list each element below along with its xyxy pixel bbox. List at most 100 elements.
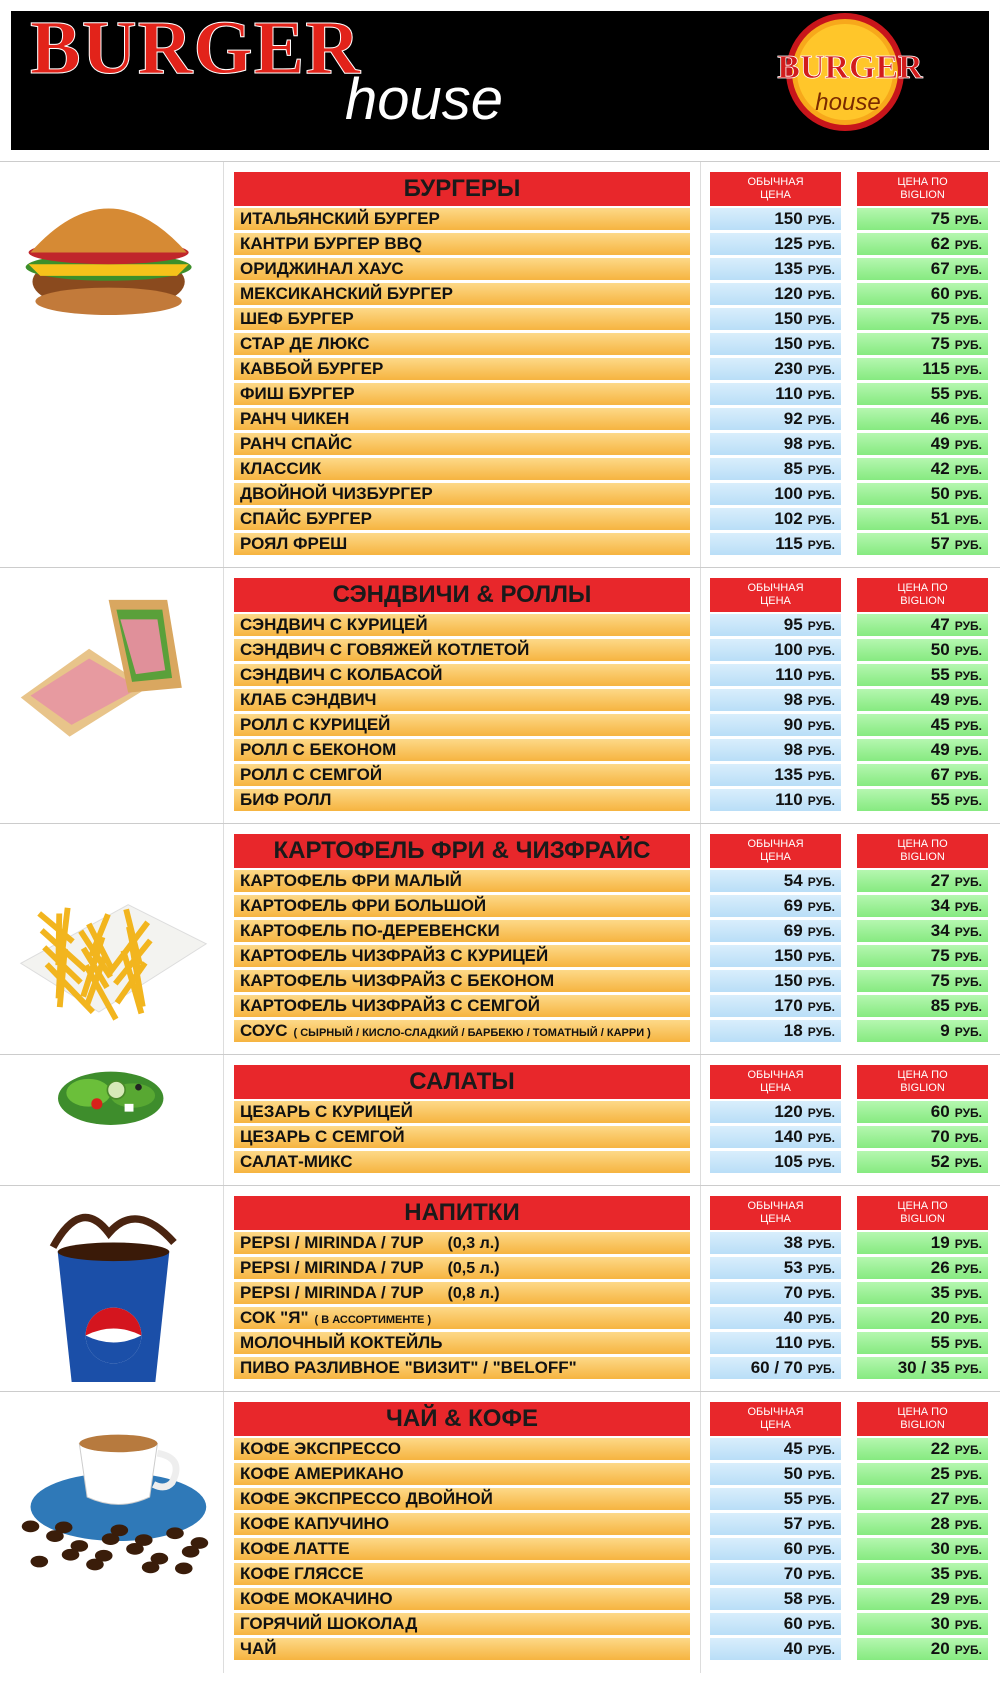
column-header-text: ЦЕНА ПО BIGLION <box>897 582 948 607</box>
price-cell: 38 РУБ. <box>710 1232 841 1254</box>
price-value: 120 <box>774 1102 803 1121</box>
item-name-text: ГОРЯЧИЙ ШОКОЛАД <box>240 1614 418 1633</box>
price-cell: 50 РУБ. <box>857 483 988 505</box>
item-name: PEPSI / MIRINDA / 7UP (0,3 л.) <box>234 1232 690 1254</box>
section-title: САЛАТЫ <box>234 1065 690 1099</box>
currency: РУБ. <box>807 925 835 939</box>
price-value: 57 <box>783 1514 803 1533</box>
currency: РУБ. <box>954 1025 982 1039</box>
price-cell: 60 РУБ. <box>857 1101 988 1123</box>
price-cell: 30 РУБ. <box>857 1613 988 1635</box>
price-cell: 60 / 70 РУБ. <box>710 1357 841 1379</box>
price-cell: 57 РУБ. <box>710 1513 841 1535</box>
column-header: ОБЫЧНАЯ ЦЕНА <box>710 1065 841 1099</box>
logo-title: BURGER <box>777 49 923 86</box>
item-name-text: PEPSI / MIRINDA / 7UP <box>240 1283 424 1302</box>
item-name: КОФЕ ЛАТТЕ <box>234 1538 690 1560</box>
column-header-text: ЦЕНА ПО BIGLION <box>897 838 948 863</box>
currency: РУБ. <box>807 1468 835 1482</box>
price-cell: 60 РУБ. <box>710 1613 841 1635</box>
brand-title: BURGER <box>29 6 362 90</box>
item-name-text: РАНЧ СПАЙС <box>240 434 353 453</box>
item-note: (0,8 л.) <box>447 1285 500 1302</box>
price-cell: 55 РУБ. <box>710 1488 841 1510</box>
price-cell: 100 РУБ. <box>710 483 841 505</box>
price-value: 69 <box>783 921 803 940</box>
item-name: КАРТОФЕЛЬ ЧИЗФРАЙЗ С БЕКОНОМ <box>234 970 690 992</box>
price-cell: 27 РУБ. <box>857 1488 988 1510</box>
food-image <box>25 208 192 315</box>
item-name: КАРТОФЕЛЬ ФРИ БОЛЬШОЙ <box>234 895 690 917</box>
currency: РУБ. <box>807 363 835 377</box>
price-cell: 125 РУБ. <box>710 233 841 255</box>
currency: РУБ. <box>807 1518 835 1532</box>
item-name: ФИШ БУРГЕР <box>234 383 690 405</box>
price-cell: 230 РУБ. <box>710 358 841 380</box>
column-header-text: ОБЫЧНАЯ ЦЕНА <box>747 1200 804 1225</box>
item-name-text: ФИШ БУРГЕР <box>240 384 355 403</box>
item-name: КАНТРИ БУРГЕР BBQ <box>234 233 690 255</box>
item-name: ПИВО РАЗЛИВНОЕ "ВИЗИТ" / "BELOFF" <box>234 1357 690 1379</box>
currency: РУБ. <box>807 694 835 708</box>
price-cell: 95 РУБ. <box>710 614 841 636</box>
currency: РУБ. <box>954 975 982 989</box>
price-value: 50 <box>930 640 950 659</box>
price-cell: 98 РУБ. <box>710 689 841 711</box>
price-cell: 50 РУБ. <box>710 1463 841 1485</box>
item-name-text: БИФ РОЛЛ <box>240 790 332 809</box>
currency: РУБ. <box>954 388 982 402</box>
item-name-text: СЭНДВИЧ С КОЛБАСОЙ <box>240 665 443 684</box>
item-name-text: КАНТРИ БУРГЕР BBQ <box>240 234 423 253</box>
price-cell: 55 РУБ. <box>857 789 988 811</box>
item-name-text: КЛАССИК <box>240 459 322 478</box>
menu-section: НАПИТКИ ОБЫЧНАЯ ЦЕНА ЦЕНА ПО BIGLION PEPSI … <box>0 1185 1000 1392</box>
price-cell: 19 РУБ. <box>857 1232 988 1254</box>
item-note: (0,5 л.) <box>447 1260 500 1277</box>
price-cell: 53 РУБ. <box>710 1257 841 1279</box>
price-cell: 35 РУБ. <box>857 1282 988 1304</box>
item-name-text: КАРТОФЕЛЬ ФРИ МАЛЫЙ <box>240 871 462 890</box>
item-name: СЭНДВИЧ С КУРИЦЕЙ <box>234 614 690 636</box>
divider <box>223 162 224 568</box>
price-value: 20 <box>930 1639 950 1658</box>
price-cell: 150 РУБ. <box>710 945 841 967</box>
price-value: 70 <box>783 1564 803 1583</box>
currency: РУБ. <box>954 694 982 708</box>
currency: РУБ. <box>954 1518 982 1532</box>
price-value: 52 <box>930 1152 950 1171</box>
currency: РУБ. <box>954 1156 982 1170</box>
price-cell: 170 РУБ. <box>710 995 841 1017</box>
item-name-text: КОФЕ ЛАТТЕ <box>240 1539 350 1558</box>
price-cell: 50 РУБ. <box>857 639 988 661</box>
currency: РУБ. <box>807 338 835 352</box>
currency: РУБ. <box>954 1468 982 1482</box>
price-cell: 52 РУБ. <box>857 1151 988 1173</box>
price-value: 85 <box>930 996 950 1015</box>
currency: РУБ. <box>807 438 835 452</box>
price-value: 67 <box>930 259 950 278</box>
price-value: 54 <box>783 871 803 890</box>
menu-section: ЧАЙ & КОФЕ ОБЫЧНАЯ ЦЕНА ЦЕНА ПО BIGLION КОФ… <box>0 1391 1000 1673</box>
item-name-text: МЕКСИКАНСКИЙ БУРГЕР <box>240 284 453 303</box>
price-value: 98 <box>783 434 803 453</box>
price-value: 58 <box>783 1589 803 1608</box>
currency: РУБ. <box>807 875 835 889</box>
currency: РУБ. <box>807 388 835 402</box>
price-value: 49 <box>930 434 950 453</box>
column-header-text: ЦЕНА ПО BIGLION <box>897 1406 948 1431</box>
currency: РУБ. <box>954 1618 982 1632</box>
column-header: ЦЕНА ПО BIGLION <box>857 1402 988 1436</box>
currency: РУБ. <box>954 313 982 327</box>
item-name: КАВБОЙ БУРГЕР <box>234 358 690 380</box>
price-value: 70 <box>930 1127 950 1146</box>
column-header-text: ЦЕНА ПО BIGLION <box>897 1069 948 1094</box>
item-name-text: ИТАЛЬЯНСКИЙ БУРГЕР <box>240 209 440 228</box>
price-cell: 40 РУБ. <box>710 1638 841 1660</box>
divider <box>700 1392 701 1673</box>
item-name-text: СПАЙС БУРГЕР <box>240 509 373 528</box>
price-cell: 69 РУБ. <box>710 920 841 942</box>
price-cell: 47 РУБ. <box>857 614 988 636</box>
currency: РУБ. <box>954 363 982 377</box>
item-name-text: КАРТОФЕЛЬ ЧИЗФРАЙЗ С КУРИЦЕЙ <box>240 946 549 965</box>
item-name: КАРТОФЕЛЬ ЧИЗФРАЙЗ С КУРИЦЕЙ <box>234 945 690 967</box>
